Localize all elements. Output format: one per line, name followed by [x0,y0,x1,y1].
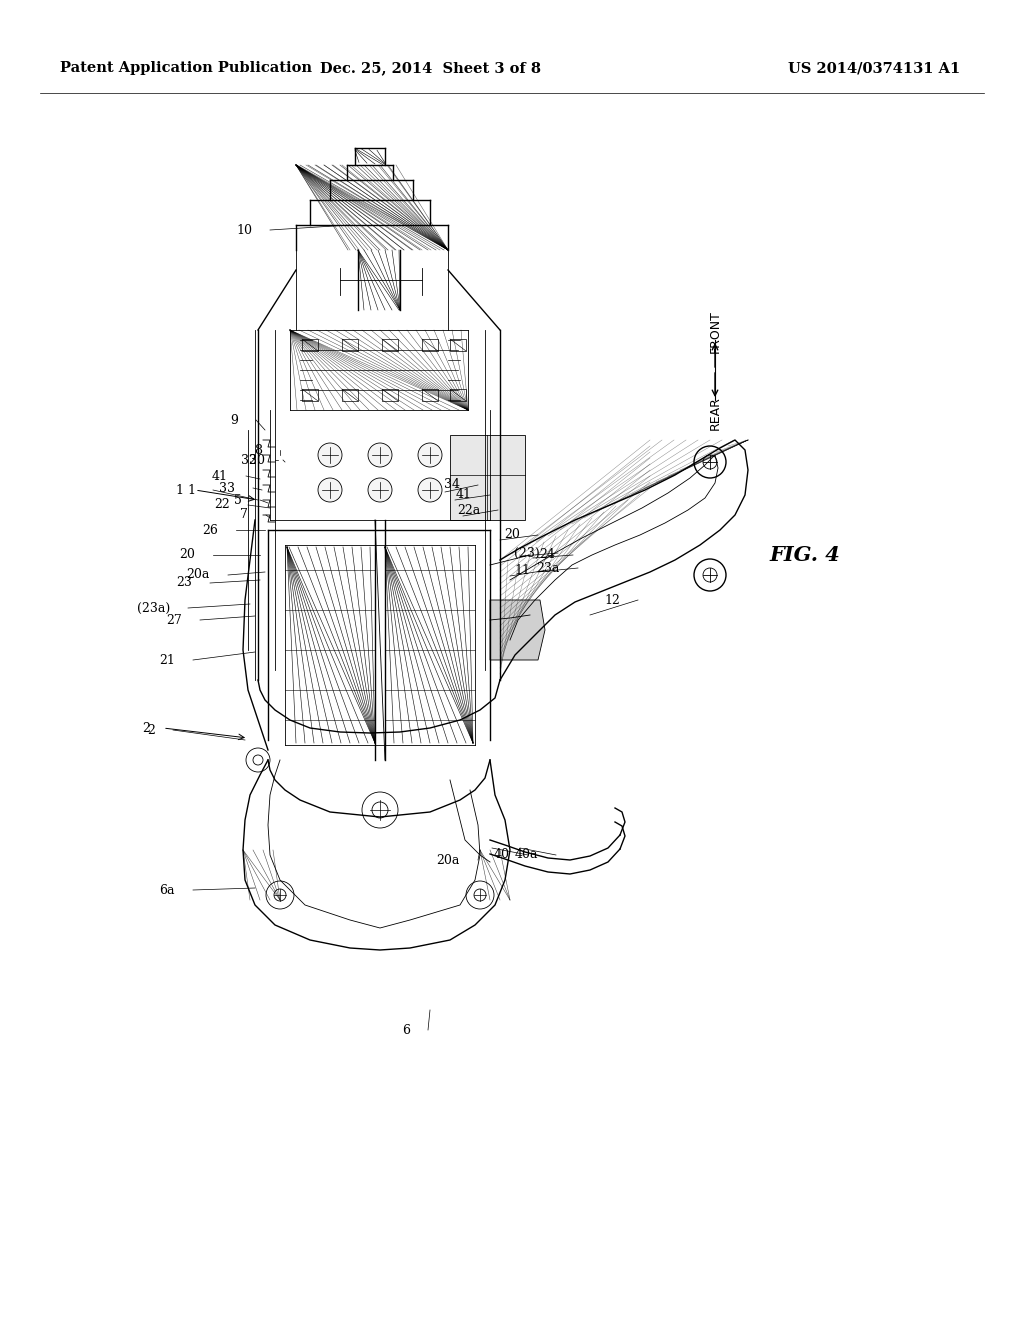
Polygon shape [342,389,358,401]
Polygon shape [342,339,358,351]
Text: 2: 2 [142,722,150,734]
Text: 40a: 40a [514,849,538,862]
Text: 6: 6 [402,1023,410,1036]
Text: FIG. 4: FIG. 4 [770,545,841,565]
Text: Patent Application Publication: Patent Application Publication [60,61,312,75]
Polygon shape [382,389,398,401]
Text: 22: 22 [214,499,230,511]
Text: 10: 10 [236,223,252,236]
Circle shape [418,478,442,502]
Text: 9: 9 [230,413,238,426]
Circle shape [368,478,392,502]
Text: 41: 41 [212,470,228,483]
Circle shape [694,446,726,478]
Circle shape [318,478,342,502]
Circle shape [694,558,726,591]
Circle shape [368,444,392,467]
Text: 8: 8 [254,444,262,457]
Text: 7: 7 [240,508,248,521]
Text: 34: 34 [444,479,460,491]
Text: 40: 40 [494,849,510,862]
Text: 21: 21 [159,653,175,667]
Text: 33: 33 [219,482,234,495]
Text: US 2014/0374131 A1: US 2014/0374131 A1 [787,61,961,75]
Polygon shape [490,601,545,660]
Circle shape [362,792,398,828]
Polygon shape [302,339,318,351]
Circle shape [318,444,342,467]
Text: 20a: 20a [436,854,460,866]
Text: 20a: 20a [186,569,210,582]
Text: 1: 1 [175,483,183,496]
Text: 1: 1 [187,483,195,496]
Polygon shape [450,339,466,351]
Text: 11: 11 [514,564,530,577]
Text: 22a: 22a [457,503,480,516]
Text: (23a): (23a) [137,602,170,615]
Circle shape [418,444,442,467]
Polygon shape [422,339,438,351]
Polygon shape [450,436,525,520]
Text: Dec. 25, 2014  Sheet 3 of 8: Dec. 25, 2014 Sheet 3 of 8 [319,61,541,75]
Text: (23): (23) [514,546,540,560]
Polygon shape [422,389,438,401]
Text: 23a: 23a [537,561,560,574]
Polygon shape [302,389,318,401]
Circle shape [246,748,270,772]
Text: 20: 20 [179,549,195,561]
Circle shape [466,880,494,909]
Text: 20: 20 [504,528,520,541]
Text: FRONT: FRONT [709,310,722,352]
Text: REAR: REAR [709,396,722,430]
Text: 27: 27 [166,614,182,627]
Text: 12: 12 [604,594,620,606]
Text: 23: 23 [176,577,193,590]
Polygon shape [450,389,466,401]
Text: 2: 2 [147,723,155,737]
Text: 6a: 6a [160,883,175,896]
Text: 30: 30 [249,454,265,466]
Circle shape [266,880,294,909]
Text: 32: 32 [241,454,257,466]
Text: 24: 24 [539,549,555,561]
Text: 5: 5 [234,494,242,507]
Text: 26: 26 [202,524,218,536]
Polygon shape [382,339,398,351]
Text: 41: 41 [456,488,472,502]
